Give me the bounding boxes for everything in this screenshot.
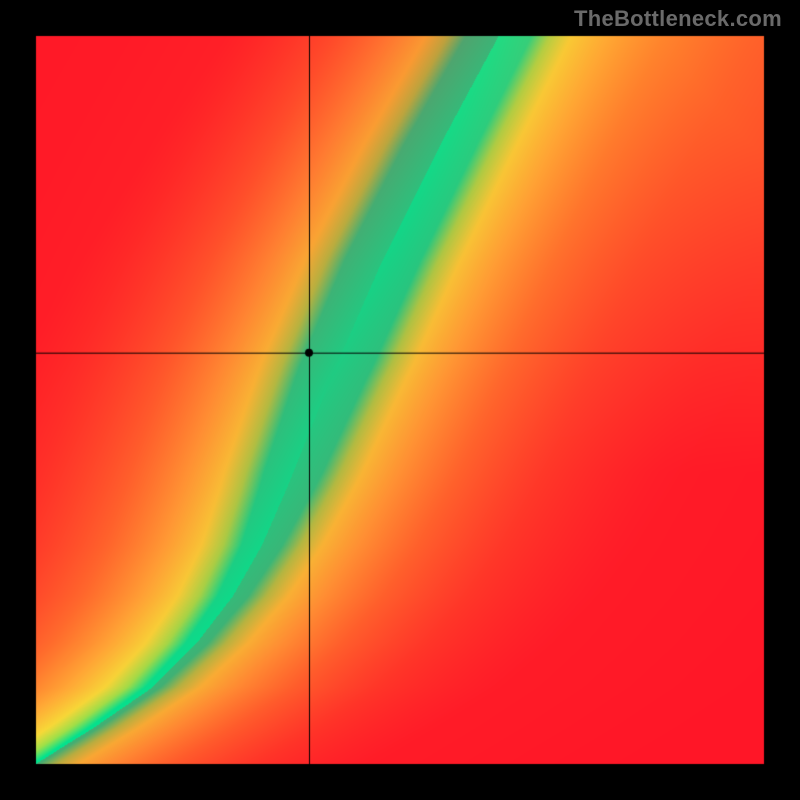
heatmap-canvas [0, 0, 800, 800]
watermark-text: TheBottleneck.com [574, 6, 782, 32]
